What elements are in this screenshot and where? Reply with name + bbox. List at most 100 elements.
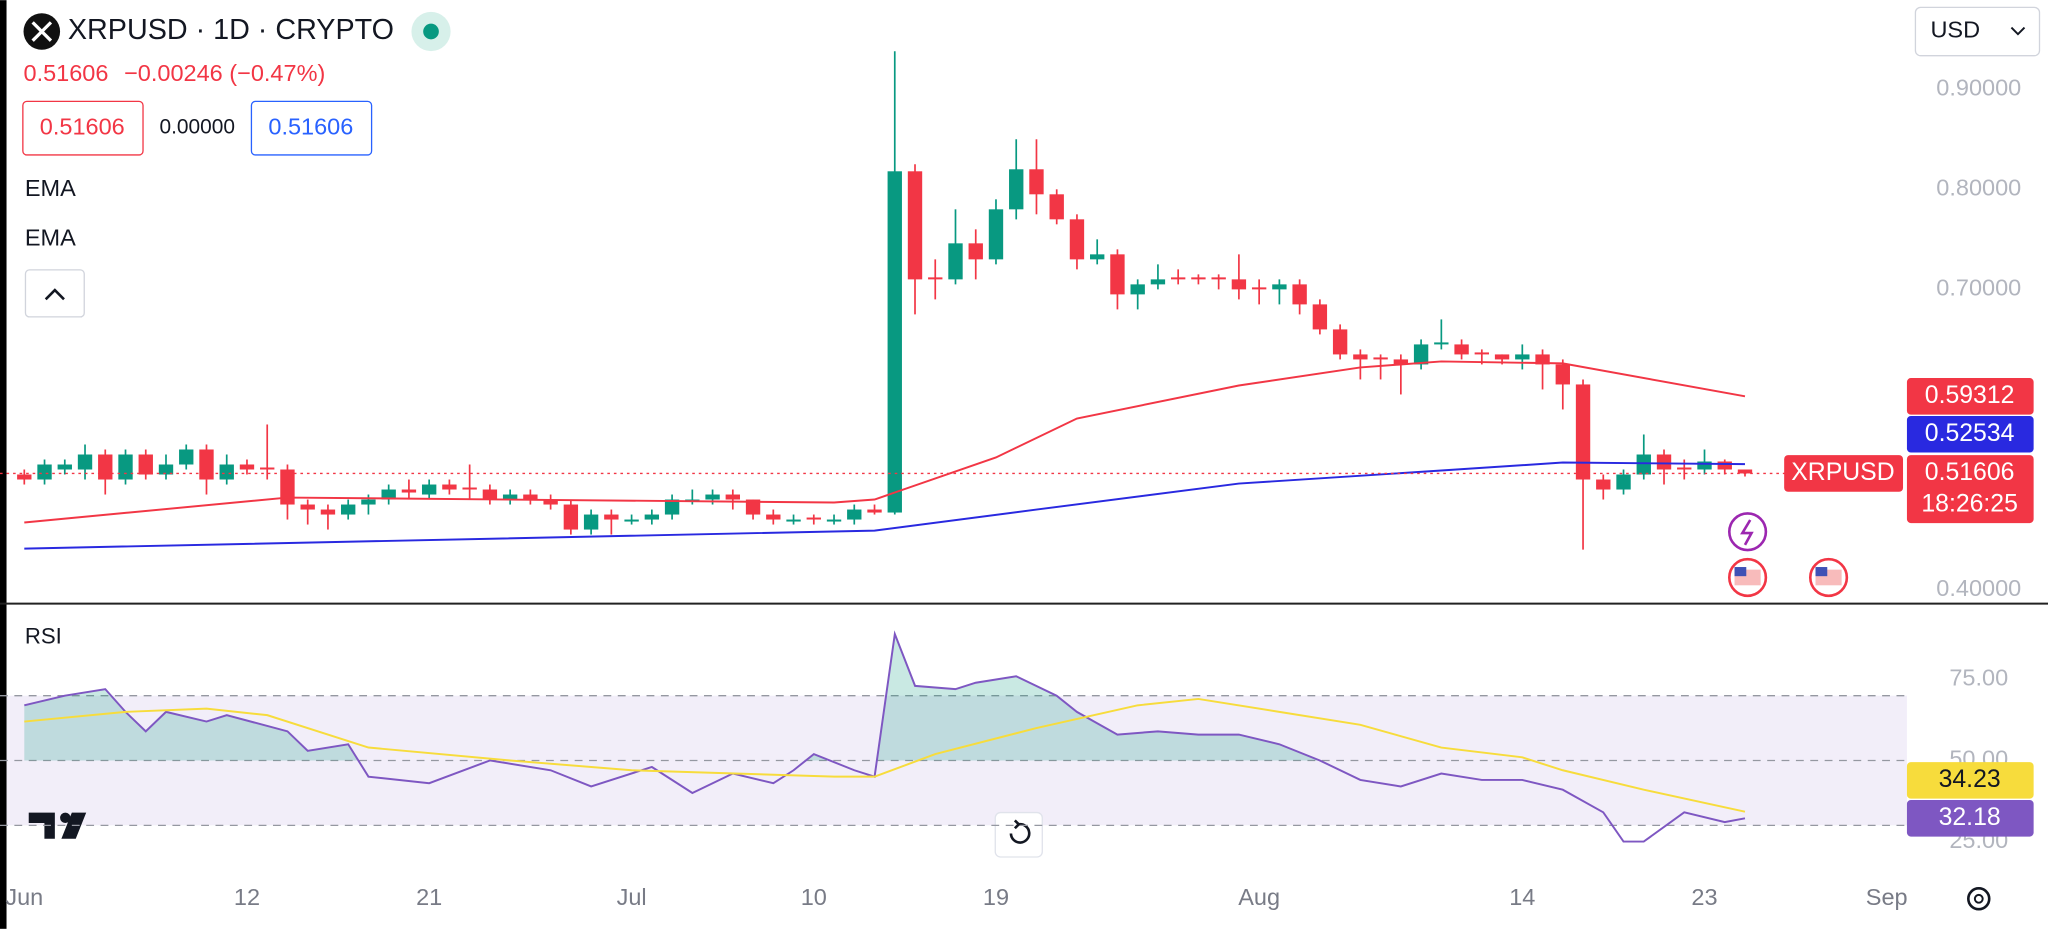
x-tick-label: 19: [983, 884, 1009, 910]
candle-body: [766, 514, 781, 520]
candle-body: [361, 499, 376, 505]
candle-body: [1029, 169, 1044, 195]
candle-body: [482, 489, 498, 500]
chevron-icon: [44, 288, 65, 301]
candle-body: [1130, 284, 1145, 295]
candle-body: [1656, 454, 1672, 470]
logo-x: [31, 21, 53, 42]
candle-body: [806, 517, 821, 520]
x-tick-label: 14: [1509, 884, 1535, 910]
rsi-title[interactable]: RSI: [25, 623, 62, 648]
x-tick-label: Aug: [1238, 884, 1280, 910]
x-tick-label: 10: [801, 884, 827, 910]
buy-box[interactable]: [250, 100, 373, 156]
candle-body: [1009, 169, 1024, 210]
ema-tag: 0.52534: [1925, 420, 2015, 447]
candle-body: [77, 454, 93, 470]
candle-body: [1697, 461, 1712, 470]
candle-body: [847, 509, 862, 520]
indicator-label[interactable]: EMA: [25, 224, 76, 250]
price-tag-bg: [1906, 455, 2034, 524]
candle-body: [1211, 277, 1226, 280]
indicator-line: [24, 360, 1746, 524]
candle-body: [1191, 277, 1206, 280]
spread: 0.00000: [159, 116, 234, 139]
candle-body: [543, 499, 558, 505]
candle-body: [1636, 454, 1651, 475]
candle-body: [1677, 467, 1692, 470]
candle-body: [523, 494, 538, 500]
symbol-title[interactable]: XRPUSD · 1D · CRYPTO: [68, 14, 394, 46]
candle-body: [442, 484, 457, 490]
candle-body: [219, 464, 234, 480]
candle-body: [502, 494, 518, 500]
candle-body: [199, 449, 214, 480]
price-tag: 0.51606: [1925, 459, 2015, 486]
candle-body: [1616, 474, 1631, 490]
sell-price[interactable]: 0.51606: [40, 113, 125, 139]
x-tick-label: 12: [234, 884, 260, 910]
flag-canton: [1815, 567, 1828, 577]
rsi-tag: 32.18: [1939, 804, 2001, 831]
settings-core: [1973, 893, 1984, 904]
x-tick-label: Jul: [617, 884, 647, 910]
candle-body: [887, 171, 902, 513]
candle-body: [907, 171, 923, 280]
candle-body: [421, 484, 437, 495]
sell-box[interactable]: [22, 100, 144, 156]
candle-body: [583, 514, 599, 530]
candle-body: [968, 243, 983, 260]
market-status[interactable]: [423, 23, 439, 40]
candle-body: [1110, 254, 1125, 295]
buy-price[interactable]: 0.51606: [268, 113, 353, 139]
candle-body: [381, 489, 396, 500]
x-tick-label: 21: [416, 884, 442, 910]
candle-body: [138, 454, 153, 475]
settings-icon[interactable]: [1967, 887, 1991, 911]
currency-select[interactable]: [1914, 6, 2041, 57]
ema-tag-bg: [1906, 415, 2034, 453]
y-tick-label: 0.70000: [1936, 275, 2021, 301]
candle-body: [867, 509, 882, 513]
candle-body: [1737, 469, 1753, 474]
candle-body: [1312, 304, 1328, 330]
candle-body: [928, 277, 943, 280]
candle-body: [1049, 194, 1064, 220]
tv-logo[interactable]: [28, 812, 87, 839]
indicator-label[interactable]: EMA: [25, 175, 76, 201]
candle-body: [604, 514, 619, 520]
y-tick-label: 0.80000: [1936, 175, 2021, 201]
candle-body: [280, 469, 295, 505]
candle-body: [826, 519, 842, 522]
ma-tag: 34.23: [1939, 766, 2001, 793]
candle-body: [17, 474, 32, 480]
candle-body: [1413, 344, 1429, 365]
countdown: 18:26:25: [1921, 490, 2018, 517]
candle-body: [948, 243, 963, 280]
candle-body: [1170, 277, 1186, 280]
candle-body: [118, 454, 133, 480]
indicator-line: [24, 697, 1746, 813]
candle-body: [1231, 279, 1247, 290]
candle-body: [179, 449, 194, 465]
reset-button[interactable]: [994, 811, 1043, 858]
candle-body: [644, 514, 660, 520]
candle-body: [57, 464, 72, 470]
candle-body: [988, 209, 1004, 260]
candle-body: [1474, 352, 1490, 355]
candle-body: [1494, 354, 1510, 360]
flag-canton: [1734, 567, 1747, 577]
x-tick-label: Sep: [1866, 884, 1908, 910]
rsi-area: [24, 634, 1320, 761]
flag-events[interactable]: [1727, 557, 1849, 598]
dropdown-arrow: [2010, 26, 2026, 36]
candle-body: [664, 499, 680, 515]
candle-body: [1272, 284, 1287, 290]
logo-dot: [60, 812, 71, 824]
collapse-button[interactable]: [24, 269, 85, 318]
currency[interactable]: USD: [1930, 17, 1980, 43]
price-change: −0.00246 (−0.47%): [124, 60, 325, 86]
candle-body: [260, 467, 275, 470]
ma-tag-bg: [1906, 762, 2034, 799]
candle-body: [98, 454, 113, 480]
